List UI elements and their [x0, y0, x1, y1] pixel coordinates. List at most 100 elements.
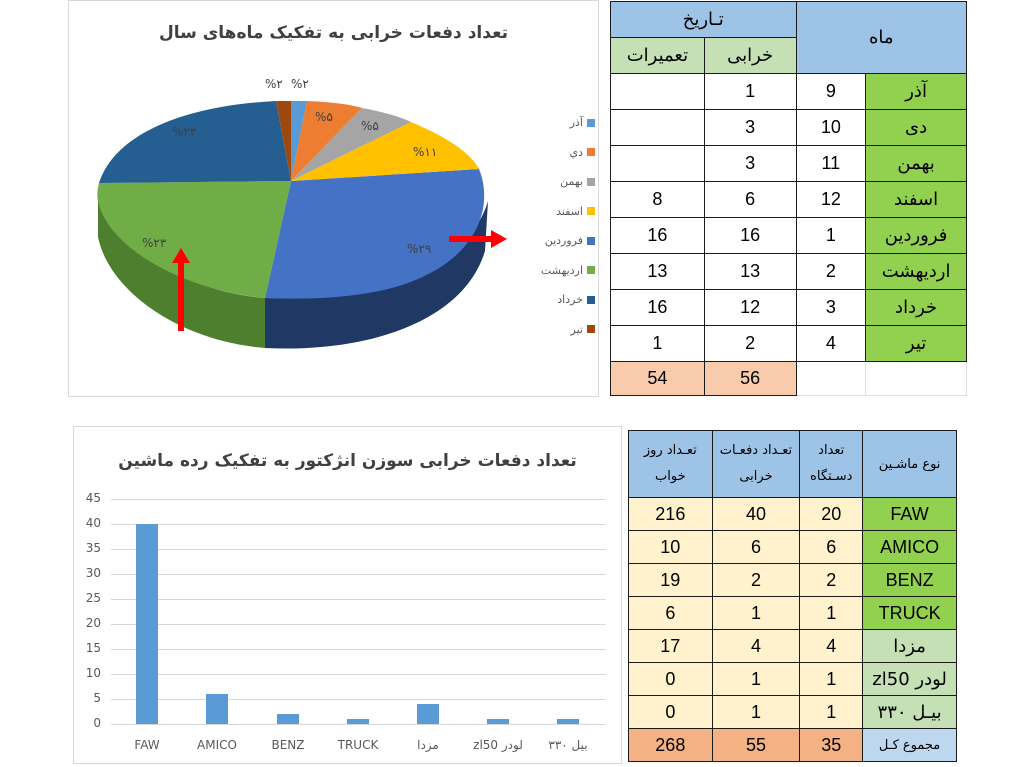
legend-item-tir: تير	[525, 315, 595, 345]
legend-item-bahman: بهمن	[525, 167, 595, 197]
cell-month: آذر	[865, 73, 967, 110]
table-row: 1 2 4 تير	[610, 325, 967, 362]
total-breakdown: 56	[703, 361, 797, 396]
cell-breakdown: 2	[703, 325, 797, 362]
red-arrow-right-shaft	[449, 236, 491, 242]
x-tick: مزدا	[417, 738, 439, 752]
legend-swatch	[587, 236, 595, 245]
table-row: 17 4 4 مزدا	[628, 629, 957, 663]
cell-repairs: 16	[610, 217, 705, 254]
y-tick: 15	[85, 641, 101, 655]
cell-downtime: 0	[628, 662, 713, 696]
month-table: تـاريخ ماه تعميرات خرابی 1 9 آذر 3 10 دی…	[610, 1, 967, 396]
legend-label: فروردين	[544, 234, 583, 248]
pie-label-tir: %۲	[265, 77, 283, 91]
x-tick: بيل ۳۳۰	[548, 738, 588, 752]
y-tick: 20	[85, 616, 101, 630]
machine-table: تعـداد روز خواب تعـداد دفعـات خرابی تعدا…	[628, 430, 957, 762]
x-tick: TRUCK	[337, 738, 379, 752]
y-tick: 45	[85, 491, 101, 505]
legend-label: دي	[569, 145, 583, 159]
cell-count: 1	[799, 596, 864, 630]
legend-item-esfand: اسفند	[525, 197, 595, 227]
y-tick: 35	[85, 541, 101, 555]
bar-mazda	[417, 704, 439, 724]
cell-month: بهمن	[865, 145, 967, 182]
red-arrow-right-icon	[491, 230, 507, 248]
cell-failures: 4	[711, 629, 801, 663]
cell-breakdown: 3	[703, 109, 797, 146]
legend-item-azar: آذر	[525, 108, 595, 138]
cell-failures: 1	[711, 695, 801, 729]
totals-row: 54 56	[610, 361, 967, 396]
cell-month: خرداد	[865, 289, 967, 326]
cell-machine: AMICO	[862, 530, 957, 564]
total-failures: 55	[711, 728, 801, 762]
pie-label-farvardin: %۲۹	[407, 242, 432, 256]
bar-benz	[277, 714, 299, 724]
cell-count: 4	[799, 629, 864, 663]
cell-month: فروردين	[865, 217, 967, 254]
cell-machine: BENZ	[862, 563, 957, 597]
cell-count: 1	[799, 695, 864, 729]
gridline	[111, 649, 606, 650]
legend-label: بهمن	[560, 175, 583, 189]
legend-label: آذر	[569, 116, 583, 130]
gridline	[111, 699, 606, 700]
empty-cell	[865, 361, 967, 396]
cell-machine: FAW	[862, 497, 957, 531]
header-downtime: تعـداد روز خواب	[628, 430, 713, 498]
header-failures: تعـداد دفعـات خرابی	[711, 430, 801, 498]
cell-month: ارديهشت	[865, 253, 967, 290]
cell-month-num: 11	[795, 145, 867, 182]
gridline	[111, 599, 606, 600]
header-failures-line2: خرابی	[739, 469, 773, 484]
cell-downtime: 17	[628, 629, 713, 663]
table-row: 10 6 6 AMICO	[628, 530, 957, 564]
pie-label-khordad: %۲۳	[172, 125, 197, 139]
cell-repairs	[610, 73, 705, 110]
cell-repairs	[610, 109, 705, 146]
header-machine: نوع ماشـين	[862, 430, 957, 498]
cell-month-num: 2	[795, 253, 867, 290]
table-row: 8 6 12 اسفند	[610, 181, 967, 218]
total-label: مجموع کـل	[862, 728, 957, 762]
cell-month-num: 12	[795, 181, 867, 218]
table-row: 16 12 3 خرداد	[610, 289, 967, 326]
gridline	[111, 674, 606, 675]
x-tick: لودر zl50	[473, 738, 523, 752]
table-row: 0 1 1 بيـل ۳۳۰	[628, 695, 957, 729]
gridline	[111, 574, 606, 575]
cell-repairs: 13	[610, 253, 705, 290]
legend-swatch	[587, 118, 595, 127]
pie-label-bahman: %۵	[361, 119, 379, 133]
cell-repairs: 16	[610, 289, 705, 326]
pie-label-ordibehesht: %۲۳	[142, 236, 167, 250]
gridline	[111, 499, 606, 500]
cell-downtime: 10	[628, 530, 713, 564]
bar-faw	[136, 524, 158, 724]
table-row: 216 40 20 FAW	[628, 497, 957, 531]
total-downtime: 268	[628, 728, 713, 762]
header-repairs: تعميرات	[610, 37, 705, 74]
cell-machine: بيـل ۳۳۰	[862, 695, 957, 729]
pie-chart-3d	[97, 101, 507, 349]
y-tick: 0	[93, 716, 101, 730]
gridline	[111, 524, 606, 525]
legend-label: اسفند	[556, 204, 583, 218]
cell-machine: لودر zl50	[862, 662, 957, 696]
x-tick: BENZ	[271, 738, 305, 752]
cell-count: 1	[799, 662, 864, 696]
cell-month: اسفند	[865, 181, 967, 218]
cell-month-num: 9	[795, 73, 867, 110]
header-failures-line1: تعـداد دفعـات	[719, 443, 793, 458]
bar-chart-panel: تعداد دفعات خرابی سوزن انژکتور به تفکیک …	[73, 426, 622, 764]
cell-breakdown: 12	[703, 289, 797, 326]
y-tick: 30	[85, 566, 101, 580]
pie-label-esfand: %۱۱	[413, 145, 438, 159]
y-tick: 5	[93, 691, 101, 705]
cell-machine: مزدا	[862, 629, 957, 663]
cell-month: تير	[865, 325, 967, 362]
total-repairs: 54	[610, 361, 705, 396]
pie-chart-title: تعداد دفعات خرابی به تفکیک ماه‌های سال	[158, 23, 509, 43]
